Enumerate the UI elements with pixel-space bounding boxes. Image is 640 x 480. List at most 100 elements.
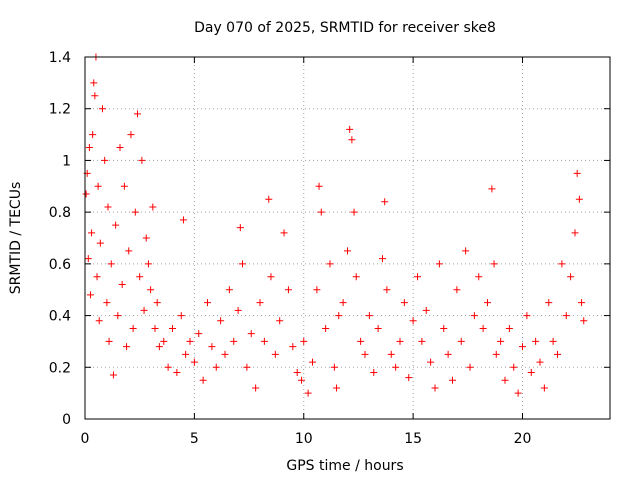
data-point [346, 125, 354, 133]
data-point [573, 169, 581, 177]
data-point [260, 337, 268, 345]
data-point [86, 291, 94, 299]
data-point [313, 286, 321, 294]
data-point [221, 350, 229, 358]
data-point [304, 389, 312, 397]
data-point [195, 330, 203, 338]
data-point [284, 286, 292, 294]
data-point [431, 384, 439, 392]
data-point [230, 337, 238, 345]
data-point [186, 337, 194, 345]
data-point [510, 363, 518, 371]
data-point [352, 273, 360, 281]
grid [85, 57, 610, 419]
data-point [114, 312, 122, 320]
data-point [182, 350, 190, 358]
data-point [449, 376, 456, 384]
data-point [190, 358, 198, 366]
axis-ticks: 0 0.2 0.4 0.6 0.8 1 1.2 1.4 0 5 10 15 20 [49, 50, 610, 447]
data-point [418, 337, 426, 345]
x-tick-label: 5 [190, 431, 199, 447]
data-point [212, 363, 220, 371]
y-tick-label: 1.4 [49, 50, 71, 66]
data-point [298, 376, 306, 384]
data-point [91, 92, 99, 100]
data-point [466, 363, 474, 371]
data-point [370, 368, 378, 376]
data-point [383, 286, 391, 294]
data-point [107, 260, 115, 268]
data-point [322, 325, 330, 332]
data-point [82, 190, 90, 198]
y-axis-label: SRMTID / TECUs [8, 182, 24, 295]
data-point [140, 306, 148, 314]
y-tick-label: 0.6 [49, 257, 71, 273]
data-point [289, 343, 297, 351]
data-point [571, 229, 579, 237]
data-point [315, 182, 323, 190]
data-point [365, 312, 373, 320]
data-point [179, 216, 187, 224]
data-point [144, 260, 152, 268]
data-point [457, 337, 465, 345]
data-point [317, 208, 325, 216]
data-point [344, 247, 351, 255]
data-point [462, 247, 470, 255]
data-point [396, 337, 404, 345]
plot-frame [84, 56, 611, 420]
data-point [267, 273, 275, 281]
x-tick-label: 15 [404, 431, 422, 447]
data-point [199, 376, 207, 384]
data-point [138, 156, 146, 164]
x-tick-label: 0 [81, 431, 90, 447]
data-point [112, 221, 120, 229]
data-point [127, 131, 135, 139]
data-point [280, 229, 288, 237]
data-point [470, 312, 478, 320]
data-point [149, 203, 157, 211]
data-point [88, 229, 96, 237]
data-point [409, 317, 417, 325]
data-point [123, 343, 131, 351]
data-point [234, 306, 242, 314]
data-point [169, 325, 176, 332]
data-point [160, 337, 168, 345]
data-marks [82, 53, 588, 397]
data-point [236, 224, 244, 232]
data-point [575, 195, 583, 203]
data-point [536, 358, 544, 366]
data-point [501, 376, 509, 384]
data-point [405, 374, 413, 382]
data-point [208, 343, 216, 351]
data-point [225, 286, 233, 294]
data-point [256, 299, 264, 307]
data-point [89, 131, 97, 139]
data-point [243, 363, 251, 371]
data-point [374, 325, 382, 332]
data-point [271, 350, 279, 358]
data-point [381, 198, 389, 206]
data-point [484, 299, 491, 307]
data-point [540, 384, 548, 392]
data-point [578, 299, 586, 307]
data-point [96, 239, 104, 247]
chart-title: Day 070 of 2025, SRMTID for receiver ske… [194, 20, 496, 36]
data-point [164, 363, 172, 371]
data-point [348, 136, 356, 144]
data-point [567, 273, 575, 281]
data-point [93, 273, 101, 281]
data-point [414, 273, 421, 281]
data-point [173, 368, 181, 376]
data-point [523, 312, 531, 320]
data-point [514, 389, 522, 397]
data-point [519, 343, 526, 351]
data-point [558, 260, 566, 268]
data-point [109, 371, 117, 379]
data-point [85, 144, 93, 151]
y-tick-label: 1.2 [49, 102, 71, 118]
y-tick-label: 0.2 [49, 360, 71, 376]
data-point [453, 286, 461, 294]
y-tick-label: 1 [62, 153, 71, 169]
data-point [95, 317, 103, 325]
data-point [562, 312, 570, 320]
